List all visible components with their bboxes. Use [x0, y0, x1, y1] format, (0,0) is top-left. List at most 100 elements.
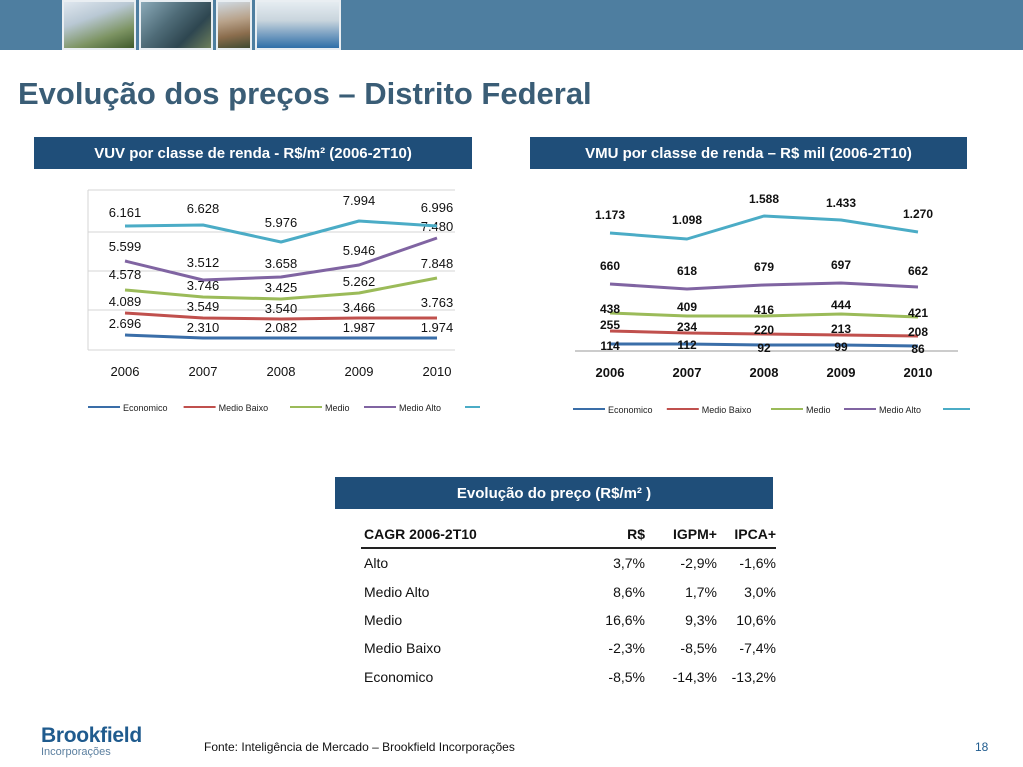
photo-strip — [62, 0, 341, 50]
table-cell: -2,9% — [680, 555, 717, 572]
data-label: 1.098 — [672, 213, 702, 227]
data-label: 618 — [677, 264, 697, 278]
top-banner — [0, 0, 1023, 50]
data-label: 444 — [831, 298, 851, 312]
data-label: 2.082 — [265, 320, 298, 335]
table-row: Medio 16,6% 9,3% 10,6% — [361, 606, 776, 634]
data-label: 1.588 — [749, 192, 779, 206]
data-label: 1.974 — [421, 320, 454, 335]
data-label: 679 — [754, 260, 774, 274]
data-label: 92 — [757, 341, 771, 355]
page-title: Evolução dos preços – Distrito Federal — [18, 76, 592, 111]
table-cell: 9,3% — [685, 611, 717, 628]
left-chart-heading: VUV por classe de renda - R$/m² (2006-2T… — [34, 137, 472, 169]
data-label: 697 — [831, 258, 851, 272]
column-header: CAGR 2006-2T10 — [364, 525, 477, 542]
series-line-medio-alto — [609, 281, 919, 291]
table-row: Alto 3,7% -2,9% -1,6% — [361, 549, 776, 577]
data-label: 409 — [677, 300, 697, 314]
data-label: 5.262 — [343, 274, 376, 289]
series-line-medio-alto — [124, 236, 438, 282]
series-line-alto — [609, 214, 919, 241]
building-photo-3 — [216, 0, 252, 50]
series-line-medio-baixo — [609, 329, 919, 338]
page-number: 18 — [975, 740, 989, 754]
legend-label: Economico — [608, 405, 653, 415]
data-label: 4.578 — [109, 267, 142, 282]
table-cell: Alto — [364, 555, 389, 572]
data-label: 3.549 — [187, 299, 220, 314]
data-label: 1.433 — [826, 196, 856, 210]
table-cell: Medio Alto — [364, 583, 430, 600]
table-cell: 16,6% — [605, 611, 645, 628]
table-cell: Medio — [364, 611, 403, 628]
table-cell: 10,6% — [736, 611, 776, 628]
logo-sub-text: Incorporações — [41, 746, 111, 758]
series-line-economico — [124, 333, 437, 340]
x-tick-label: 2010 — [423, 364, 452, 379]
cagr-table: CAGR 2006-2T10 R$ IGPM+ IPCA+ Alto 3,7% … — [361, 520, 776, 691]
data-label: 6.161 — [109, 205, 142, 220]
table-cell: -8,5% — [680, 640, 717, 657]
table-cell: -8,5% — [608, 668, 645, 685]
data-label: 1.270 — [903, 207, 933, 221]
brookfield-logo: Brookfield Incorporações — [41, 724, 142, 758]
table-cell: -2,3% — [608, 640, 645, 657]
data-label: 3.763 — [421, 295, 454, 310]
logo-main-text: Brookfield — [41, 724, 142, 747]
data-label: 3.512 — [187, 255, 220, 270]
x-tick-label: 2006 — [111, 364, 140, 379]
right-chart-heading: VMU por classe de renda – R$ mil (2006-2… — [530, 137, 967, 169]
table-row: Medio Baixo -2,3% -8,5% -7,4% — [361, 634, 776, 662]
series-line-medio-baixo — [124, 311, 437, 321]
data-label: 213 — [831, 322, 851, 336]
series-line-medio — [609, 311, 919, 319]
building-photo-1 — [62, 0, 136, 50]
data-label: 99 — [834, 340, 848, 354]
building-photo-2 — [139, 0, 213, 50]
data-label: 4.089 — [109, 294, 142, 309]
legend-label: Medio Baixo — [219, 403, 269, 413]
legend-label: Medio Alto — [879, 405, 921, 415]
data-label: 3.466 — [343, 300, 376, 315]
x-tick-label: 2009 — [827, 365, 856, 380]
data-label: 662 — [908, 264, 928, 278]
x-tick-label: 2008 — [750, 365, 779, 380]
data-label: 421 — [908, 306, 928, 320]
column-header: IGPM+ — [673, 525, 717, 542]
table-row: Medio Alto 8,6% 1,7% 3,0% — [361, 577, 776, 605]
table-cell: -14,3% — [672, 668, 717, 685]
data-label: 2.696 — [109, 316, 142, 331]
pool-photo — [255, 0, 341, 50]
data-label: 6.996 — [421, 200, 454, 215]
data-label: 234 — [677, 320, 697, 334]
data-label: 1.173 — [595, 208, 625, 222]
data-label: 3.425 — [265, 280, 298, 295]
table-cell: -1,6% — [739, 555, 776, 572]
x-tick-label: 2008 — [267, 364, 296, 379]
legend-label: Medio — [806, 405, 831, 415]
series-line-medio — [124, 276, 438, 301]
legend-label: Medio Alto — [399, 403, 441, 413]
data-label: 112 — [677, 338, 697, 352]
data-label: 3.746 — [187, 278, 220, 293]
table-cell: 1,7% — [685, 583, 717, 600]
data-label: 7.480 — [421, 219, 454, 234]
data-label: 5.946 — [343, 243, 376, 258]
table-heading: Evolução do preço (R$/m² ) — [335, 477, 773, 509]
series-line-alto — [124, 219, 438, 244]
data-label: 3.540 — [265, 301, 298, 316]
data-label: 220 — [754, 323, 774, 337]
table-header-row: CAGR 2006-2T10 R$ IGPM+ IPCA+ — [361, 520, 776, 549]
x-tick-label: 2009 — [345, 364, 374, 379]
table-cell: Economico — [364, 668, 434, 685]
table-cell: Medio Baixo — [364, 640, 442, 657]
data-label: 255 — [600, 318, 620, 332]
table-cell: 3,7% — [613, 555, 645, 572]
table-row: Economico -8,5% -14,3% -13,2% — [361, 663, 776, 691]
data-label: 208 — [908, 325, 928, 339]
x-tick-label: 2010 — [904, 365, 933, 380]
data-label: 5.976 — [265, 215, 298, 230]
legend-label: Medio — [325, 403, 350, 413]
legend-label: Medio Baixo — [702, 405, 752, 415]
